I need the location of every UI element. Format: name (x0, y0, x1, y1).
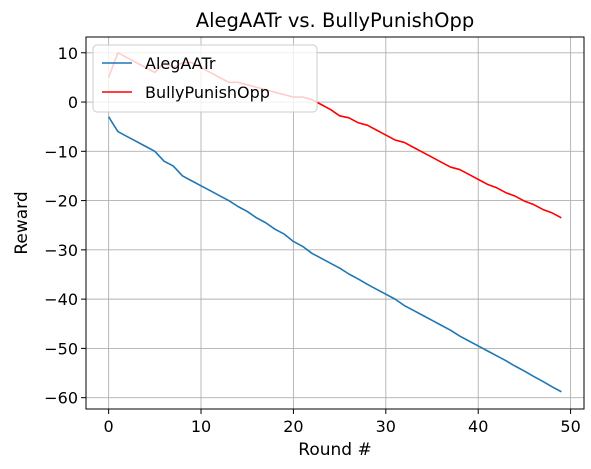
legend-box (92, 44, 318, 113)
plot-frame (85, 36, 585, 410)
x-axis-label: Round # (298, 440, 371, 460)
y-tick-label: 10 (58, 44, 78, 63)
axis-ticks: 0 10 20 30 40 50 −60 −50 −40 −30 −20 −10 0 10 (44, 44, 581, 436)
legend-label-0: AlegAATr (145, 54, 216, 73)
legend: AlegAATr BullyPunishOpp (92, 44, 318, 113)
legend-label-1: BullyPunishOpp (145, 83, 270, 102)
chart-title: AlegAATr vs. BullyPunishOpp (196, 9, 474, 32)
x-tick-label: 40 (468, 417, 488, 436)
x-tick-label: 0 (104, 417, 114, 436)
y-tick-label: −10 (44, 142, 78, 161)
y-axis-label: Reward (12, 191, 32, 254)
y-tick-label: 0 (68, 93, 78, 112)
x-tick-label: 10 (191, 417, 211, 436)
y-tick-label: −30 (44, 241, 78, 260)
y-tick-label: −40 (44, 290, 78, 309)
x-tick-label: 30 (376, 417, 396, 436)
y-tick-label: −50 (44, 339, 78, 358)
x-tick-label: 50 (560, 417, 580, 436)
y-tick-label: −60 (44, 389, 78, 408)
series-line-0 (107, 116, 562, 393)
x-tick-label: 20 (283, 417, 303, 436)
y-tick-label: −20 (44, 192, 78, 211)
